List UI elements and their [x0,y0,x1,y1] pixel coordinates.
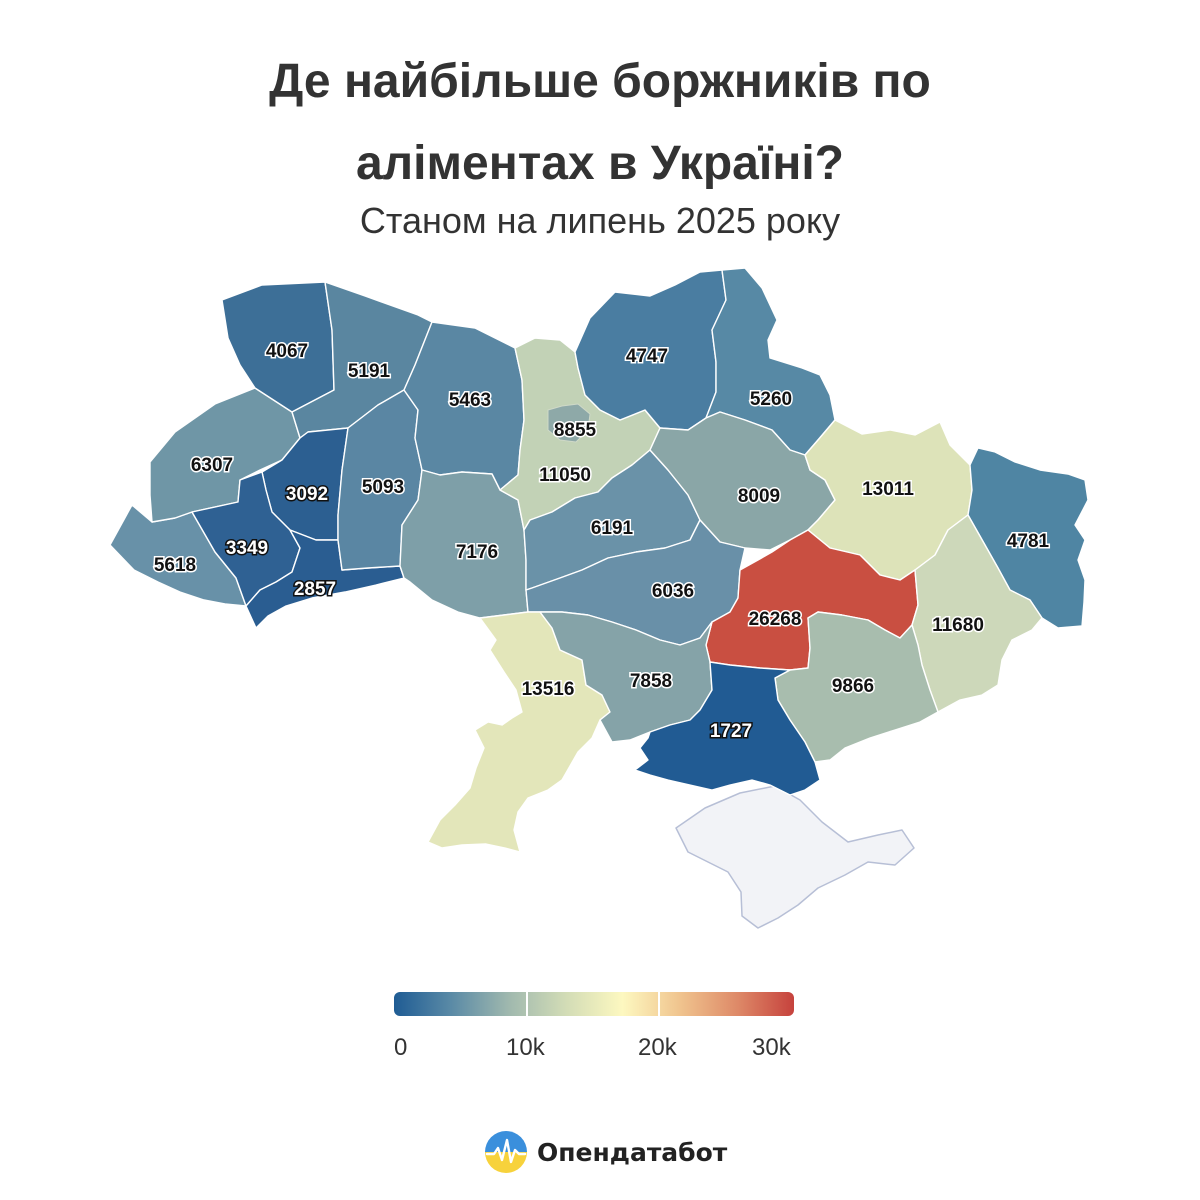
legend-color-scale [394,992,794,1016]
region-value-odesa: 13516 [522,679,575,700]
region-value-kirovohrad: 6036 [652,581,694,602]
region-value-zakarpattia: 5618 [154,555,196,576]
region-value-ivano-frankivsk: 3349 [226,538,268,559]
region-value-dnipro: 26268 [749,609,802,630]
region-value-mykolaiv: 7858 [630,671,672,692]
region-value-lviv: 6307 [191,455,233,476]
region-value-sumy: 5260 [750,389,792,410]
region-value-vinnytsia: 7176 [456,542,498,563]
region-value-volyn: 4067 [266,341,308,362]
region-value-kyiv-region: 11050 [539,465,591,486]
region-value-kherson: 1727 [710,721,752,742]
region-kherson[interactable] [634,661,821,796]
legend-divider [526,992,528,1016]
region-value-zhytomyr: 5463 [449,390,491,411]
opendatabot-logo-icon [485,1131,527,1173]
region-value-ternopil: 3092 [286,484,328,505]
region-value-chernivtsi: 2857 [294,579,336,600]
legend-tick-20k: 20k [638,1034,677,1061]
map-title-line-2: аліментах в Україні? [355,137,844,190]
brand: Опендатабот [484,1130,727,1174]
brand-name: Опендатабот [537,1137,728,1167]
region-value-donetsk: 11680 [932,615,984,636]
map-title-line-1: Де найбільше боржників по [269,55,931,108]
legend-divider [658,992,660,1016]
region-crimea[interactable] [675,785,915,929]
region-value-kyiv-city: 8855 [554,420,597,441]
map-subtitle: Станом на липень 2025 року [359,200,841,241]
region-value-zaporizhzhia: 9866 [832,676,874,697]
region-value-chernihiv: 4747 [626,346,668,367]
legend-tick-0: 0 [394,1034,408,1061]
region-value-kharkiv: 13011 [862,479,914,500]
region-kyiv-city[interactable] [547,403,591,443]
region-lviv[interactable] [149,387,301,523]
legend-tick-10k: 10k [506,1034,545,1061]
region-value-luhansk: 4781 [1007,531,1050,552]
region-value-rivne: 5191 [348,361,391,382]
region-value-khmelnytskyi: 5093 [362,477,404,498]
region-value-cherkasy: 6191 [591,518,634,539]
region-value-poltava: 8009 [738,486,780,507]
legend-tick-30k: 30k [752,1034,791,1061]
